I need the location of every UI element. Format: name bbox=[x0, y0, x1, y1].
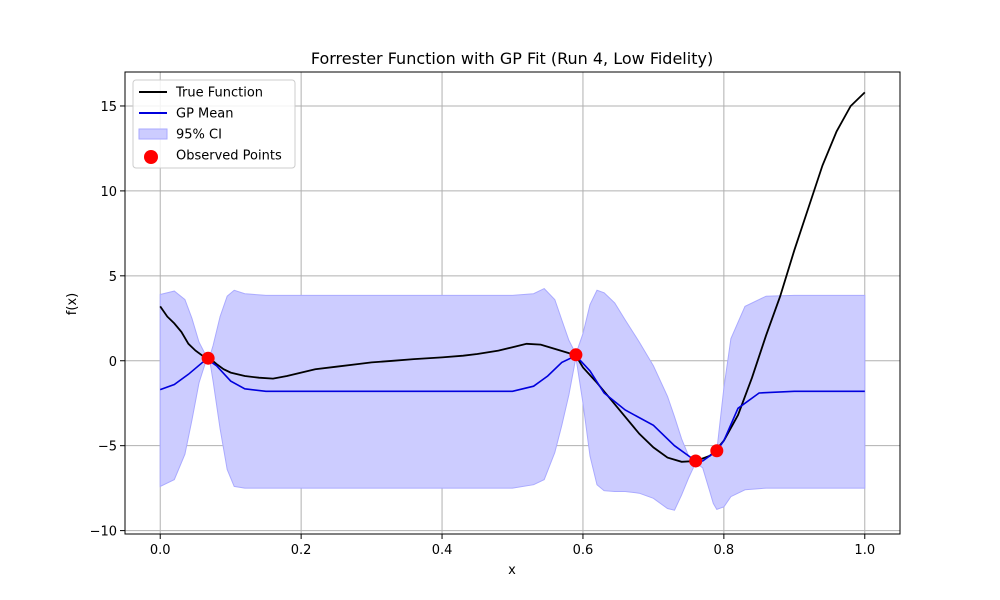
x-axis: 0.0 0.2 0.4 0.6 0.8 1.0 bbox=[150, 534, 875, 558]
y-tick-label: −5 bbox=[98, 440, 117, 455]
legend-label: GP Mean bbox=[176, 107, 233, 122]
observed-point bbox=[569, 348, 583, 362]
legend-label: 95% CI bbox=[176, 128, 222, 143]
observed-point bbox=[201, 351, 215, 365]
confidence-band-95 bbox=[159, 287, 866, 511]
plot-frame bbox=[124, 71, 901, 535]
legend-swatch bbox=[138, 128, 168, 140]
legend-swatch bbox=[144, 150, 158, 164]
y-tick-label: −10 bbox=[90, 525, 117, 540]
y-tick-label: 5 bbox=[109, 270, 117, 285]
observed-point bbox=[689, 454, 703, 468]
x-tick-label: 0.6 bbox=[573, 543, 594, 558]
legend-label: Observed Points bbox=[176, 149, 282, 164]
y-tick-label: 15 bbox=[100, 100, 117, 115]
y-axis: −10 −5 0 5 10 15 bbox=[90, 100, 125, 540]
x-tick-label: 1.0 bbox=[854, 543, 875, 558]
legend-label: True Function bbox=[175, 86, 263, 101]
x-tick-label: 0.4 bbox=[432, 543, 453, 558]
legend-box bbox=[132, 79, 296, 169]
legend: True Function GP Mean 95% CI Observed Point… bbox=[132, 79, 296, 169]
y-tick-label: 10 bbox=[100, 185, 117, 200]
observed-points bbox=[201, 348, 724, 468]
x-tick-label: 0.2 bbox=[291, 543, 312, 558]
y-tick-label: 0 bbox=[109, 355, 117, 370]
observed-point bbox=[710, 444, 724, 458]
x-axis-title: x bbox=[508, 563, 516, 578]
x-tick-label: 0.0 bbox=[150, 543, 171, 558]
x-tick-label: 0.8 bbox=[714, 543, 735, 558]
chart-title: Forrester Function with GP Fit (Run 4, L… bbox=[311, 49, 713, 68]
y-axis-title: f(x) bbox=[65, 293, 80, 315]
true-function-line bbox=[159, 91, 866, 463]
